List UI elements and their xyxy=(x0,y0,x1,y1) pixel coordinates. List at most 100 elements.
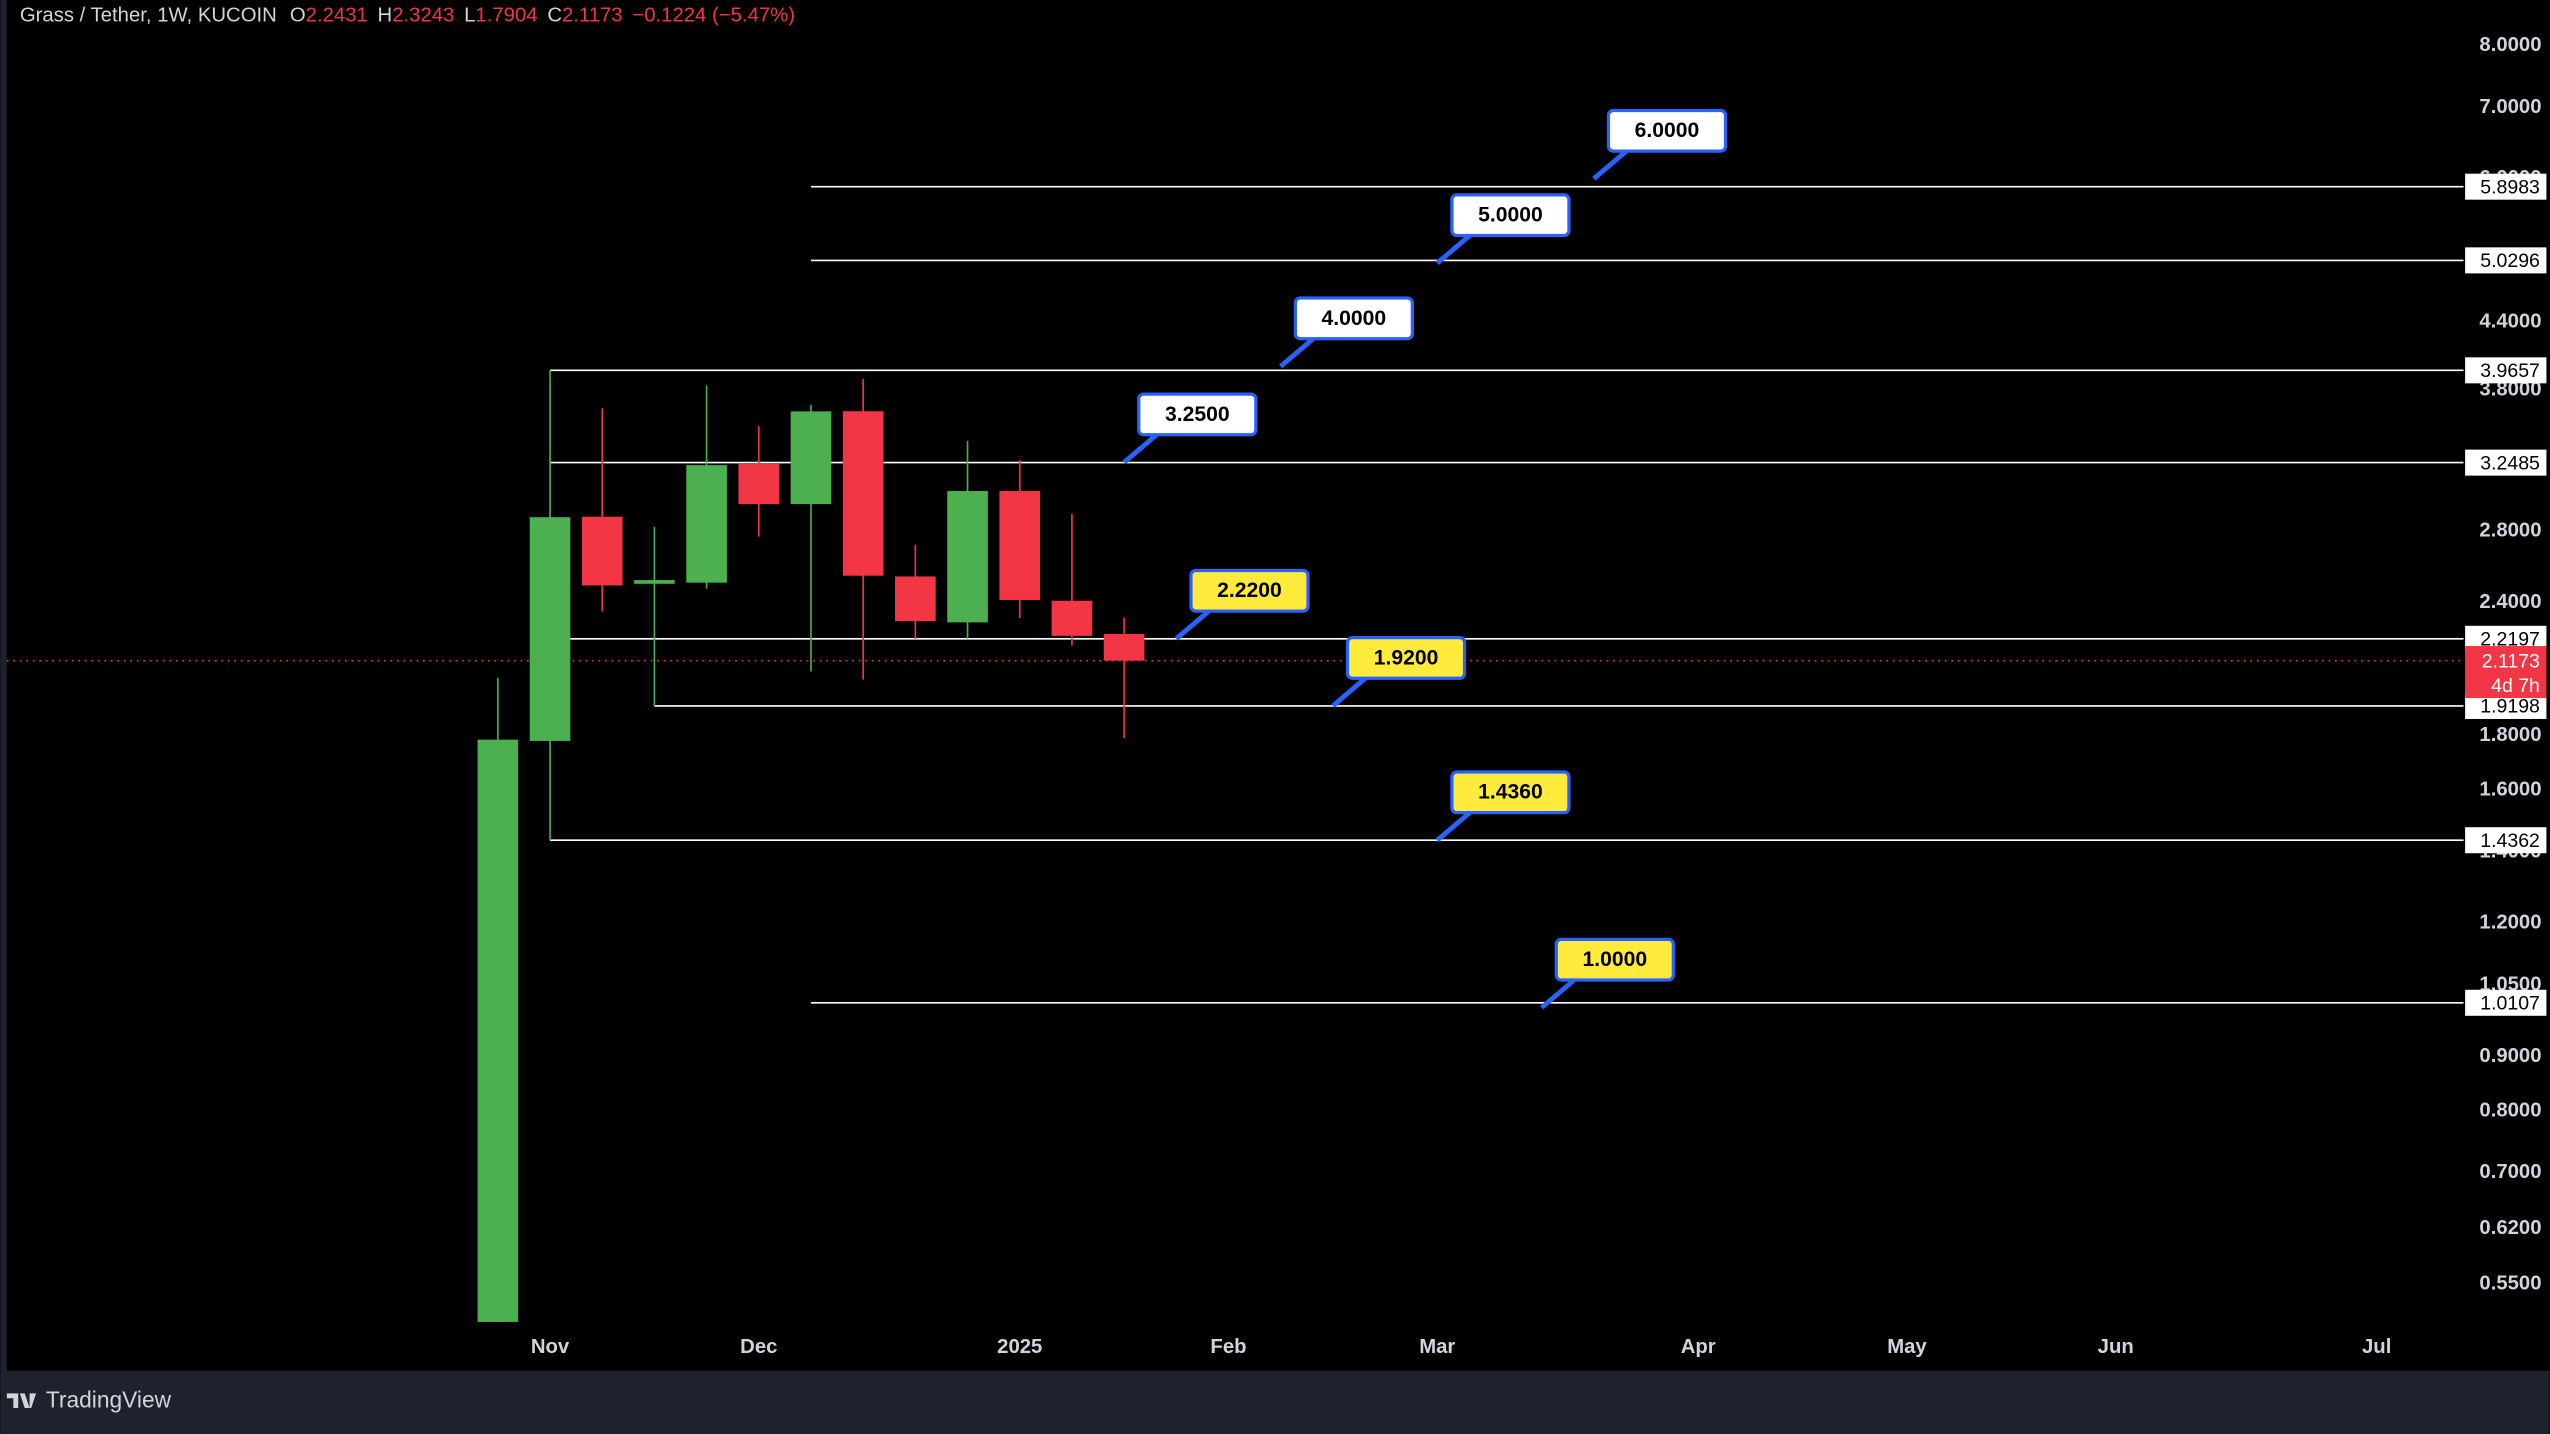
candle-body xyxy=(738,463,780,505)
callout: 1.0000 xyxy=(1540,937,1675,1010)
ohlc-key: H xyxy=(378,5,393,27)
header-text: Grass / Tether, 1W, KUCOIN O2.2431 H2.3243… xyxy=(20,5,795,27)
callout-label: 3.2500 xyxy=(1165,403,1230,426)
y-tick-label: 2.4000 xyxy=(2479,591,2541,613)
y-tick-label: 1.8000 xyxy=(2479,724,2541,746)
callout-box xyxy=(1345,635,1467,680)
callout: 4.0000 xyxy=(1279,296,1415,369)
level-price-box xyxy=(2465,247,2547,274)
y-tick-label: 0.7000 xyxy=(2479,1161,2541,1183)
callout-label: 5.0000 xyxy=(1478,204,1543,227)
x-tick-label: Dec xyxy=(740,1336,777,1358)
price-axis: 8.00007.00006.00004.40003.80002.80002.40… xyxy=(2465,34,2547,1295)
y-tick-label: 0.8000 xyxy=(2479,1099,2541,1121)
y-tick-label: 8.0000 xyxy=(2479,34,2541,56)
x-tick-label: Apr xyxy=(1681,1336,1716,1358)
callout-pointer xyxy=(1540,978,1576,1010)
level-price-label: 3.2485 xyxy=(2480,452,2540,474)
level-price-label: 1.0107 xyxy=(2480,993,2540,1015)
callout-box xyxy=(1137,392,1258,437)
left-border xyxy=(0,0,7,1371)
x-tick-label: 2025 xyxy=(997,1336,1042,1358)
y-tick-label: 0.5500 xyxy=(2479,1273,2541,1295)
level-price-box xyxy=(2465,449,2547,476)
callout-pointer xyxy=(1331,676,1367,708)
x-tick-label: Feb xyxy=(1210,1336,1246,1358)
price-change: −0.1224 (−5.47%) xyxy=(632,5,795,27)
current-price-label: 2.1173 xyxy=(2482,650,2540,672)
candle-body xyxy=(947,491,988,623)
candle-body xyxy=(529,517,571,741)
x-tick-label: Jul xyxy=(2362,1336,2391,1358)
y-tick-label: 1.6000 xyxy=(2479,779,2541,801)
callout-box xyxy=(1450,193,1571,238)
callout-box xyxy=(1189,568,1310,613)
symbol-title: Grass / Tether, 1W, KUCOIN xyxy=(20,5,277,27)
callout-pointer xyxy=(1435,233,1472,265)
candle-body xyxy=(634,580,675,584)
plot-area: 6.0000 5.0000 4.0000 3.2500 2.2200 1.9200 1.43… xyxy=(6,108,2464,1322)
candle-body xyxy=(581,516,623,586)
countdown-label: 4d 7h xyxy=(2491,675,2540,697)
y-tick-label: 7.0000 xyxy=(2479,96,2541,118)
level-price-box xyxy=(2465,989,2547,1016)
callout-pointer xyxy=(1174,609,1211,641)
y-tick-label: 4.4000 xyxy=(2479,311,2541,333)
callout-box xyxy=(1554,937,1675,982)
y-tick-label: 2.8000 xyxy=(2479,520,2541,542)
callout: 6.0000 xyxy=(1592,108,1728,181)
ohlc-key: L xyxy=(464,5,475,27)
candle-body xyxy=(842,411,884,576)
ohlc-value: 2.1173 xyxy=(562,5,623,27)
callout-box xyxy=(1293,296,1415,341)
level-price-label: 5.0296 xyxy=(2480,250,2540,272)
level-price-label: 2.2197 xyxy=(2480,629,2540,651)
candle-body xyxy=(999,491,1041,600)
x-tick-label: Nov xyxy=(531,1336,570,1358)
ohlc-value: 2.2431 xyxy=(306,5,368,27)
callout-label: 1.0000 xyxy=(1582,948,1647,971)
ohlc-key: O xyxy=(290,5,306,27)
level-price-label: 3.9657 xyxy=(2480,360,2540,382)
callout: 1.4360 xyxy=(1435,770,1571,843)
y-tick-label: 3.8000 xyxy=(2479,378,2541,400)
level-price-label: 1.4362 xyxy=(2480,830,2540,852)
callout-label: 4.0000 xyxy=(1322,307,1387,330)
brand[interactable]: TradingView xyxy=(6,1386,172,1412)
level-price-label: 1.9198 xyxy=(2480,696,2540,718)
ohlc-value: 1.7904 xyxy=(475,5,537,27)
callout-label: 2.2200 xyxy=(1217,579,1282,602)
callout-box xyxy=(1606,108,1728,153)
callout: 5.0000 xyxy=(1435,193,1571,265)
brand-name: TradingView xyxy=(46,1386,172,1412)
current-price-box xyxy=(2465,646,2547,699)
callout-label: 1.9200 xyxy=(1374,646,1439,669)
y-tick-label: 0.6200 xyxy=(2479,1217,2541,1239)
y-tick-label: 0.9000 xyxy=(2479,1045,2541,1067)
ohlc-key: C xyxy=(547,5,562,27)
candle-body xyxy=(477,739,519,1322)
ohlc-value: 2.3243 xyxy=(392,5,454,27)
callout: 1.9200 xyxy=(1331,635,1467,708)
callout-pointer xyxy=(1279,336,1315,369)
candle-body xyxy=(790,411,832,505)
level-price-box xyxy=(2465,357,2547,384)
symbol-header: Grass / Tether, 1W, KUCOIN O2.2431 H2.3243… xyxy=(20,5,795,27)
callout-pointer xyxy=(1122,432,1159,465)
x-tick-label: Jun xyxy=(2098,1336,2134,1358)
callout: 3.2500 xyxy=(1122,392,1258,465)
callout-box xyxy=(1450,770,1571,815)
callout-label: 6.0000 xyxy=(1635,119,1700,142)
callout: 2.2200 xyxy=(1174,568,1310,641)
x-tick-label: May xyxy=(1887,1336,1927,1358)
callout-pointer xyxy=(1435,810,1472,843)
candle-body xyxy=(686,465,727,583)
brand-logo xyxy=(6,1393,37,1408)
footer-bar xyxy=(0,1370,2550,1434)
candle-body xyxy=(895,576,936,622)
callout-label: 1.4360 xyxy=(1478,781,1543,804)
candle-body xyxy=(1051,600,1093,636)
